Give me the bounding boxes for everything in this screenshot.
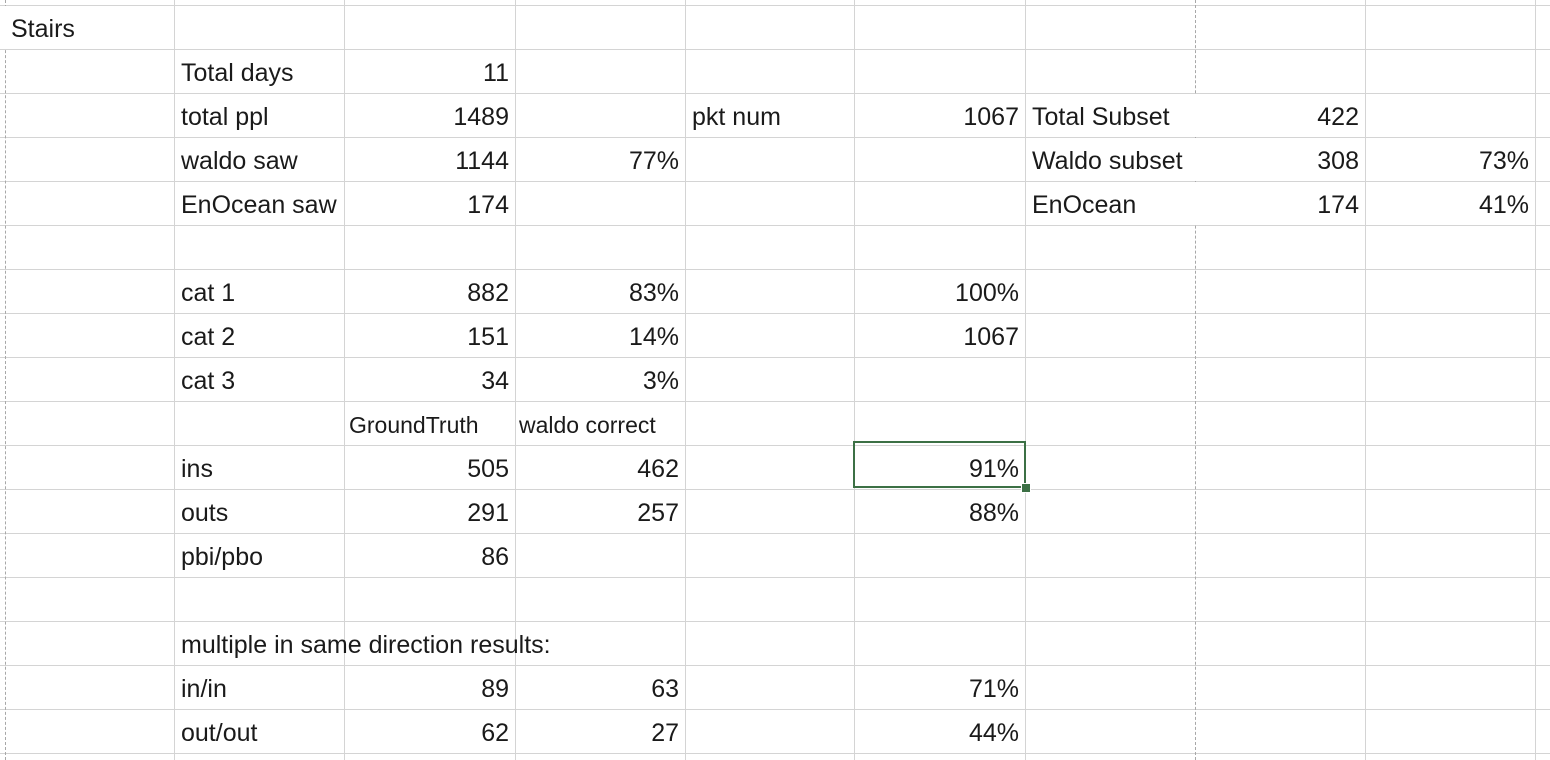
enocean-saw-label[interactable]: EnOcean saw: [175, 182, 344, 225]
total-subset-label[interactable]: Total Subset: [1026, 94, 1194, 137]
accuracy-correct[interactable]: 462: [516, 446, 685, 489]
row-gridline: [0, 533, 1550, 534]
sheet-title-cell[interactable]: Stairs: [5, 6, 173, 49]
cat-count[interactable]: 882: [345, 270, 515, 313]
column-gridline: [1025, 0, 1026, 760]
multiple-row-label[interactable]: out/out: [175, 710, 344, 753]
enocean-subset-label[interactable]: EnOcean: [1026, 182, 1194, 225]
cat-label[interactable]: cat 3: [175, 358, 344, 401]
row-gridline: [0, 709, 1550, 710]
total-subset-value[interactable]: 422: [1195, 94, 1365, 137]
row-gridline: [0, 665, 1550, 666]
multiple-pct[interactable]: 44%: [855, 710, 1025, 753]
row-gridline: [0, 621, 1550, 622]
multiple-direction-heading[interactable]: multiple in same direction results:: [181, 631, 551, 659]
column-gridline: [515, 0, 516, 760]
row-gridline: [0, 137, 1550, 138]
waldo-subset-pct[interactable]: 73%: [1366, 138, 1535, 181]
enocean-subset-pct[interactable]: 41%: [1366, 182, 1535, 225]
column-gridline: [854, 0, 855, 760]
row-gridline: [0, 269, 1550, 270]
row-gridline: [0, 357, 1550, 358]
accuracy-pct[interactable]: 88%: [855, 490, 1025, 533]
cat-extra[interactable]: 1067: [855, 314, 1025, 357]
cat-pct[interactable]: 14%: [516, 314, 685, 357]
row-gridline: [0, 401, 1550, 402]
accuracy-pct-selected[interactable]: 91%: [855, 446, 1025, 489]
row-gridline: [0, 313, 1550, 314]
total-days-value[interactable]: 11: [345, 50, 515, 93]
enocean-subset-value[interactable]: 174: [1195, 182, 1365, 225]
column-gridline: [1535, 0, 1536, 760]
fill-handle[interactable]: [1021, 483, 1031, 493]
waldo-subset-label[interactable]: Waldo subset: [1026, 138, 1194, 181]
cat-pct[interactable]: 83%: [516, 270, 685, 313]
row-gridline: [0, 753, 1550, 754]
cat-count[interactable]: 34: [345, 358, 515, 401]
multiple-correct[interactable]: 27: [516, 710, 685, 753]
column-gridline: [5, 0, 6, 760]
multiple-ground-truth[interactable]: 62: [345, 710, 515, 753]
row-gridline: [0, 181, 1550, 182]
accuracy-row-label[interactable]: ins: [175, 446, 344, 489]
waldo-saw-label[interactable]: waldo saw: [175, 138, 344, 181]
column-gridline: [1195, 0, 1196, 760]
waldo-saw-value[interactable]: 1144: [345, 138, 515, 181]
accuracy-row-label[interactable]: outs: [175, 490, 344, 533]
row-gridline: [0, 49, 1550, 50]
ground-truth-header[interactable]: GroundTruth: [345, 402, 515, 445]
accuracy-correct[interactable]: 257: [516, 490, 685, 533]
waldo-subset-value[interactable]: 308: [1195, 138, 1365, 181]
row-gridline: [0, 489, 1550, 490]
row-gridline: [0, 577, 1550, 578]
column-gridline: [1365, 0, 1366, 760]
row-gridline: [0, 93, 1550, 94]
row-gridline: [0, 5, 1550, 6]
cat-extra[interactable]: 100%: [855, 270, 1025, 313]
cat-pct[interactable]: 3%: [516, 358, 685, 401]
accuracy-ground-truth[interactable]: 291: [345, 490, 515, 533]
multiple-row-label[interactable]: in/in: [175, 666, 344, 709]
cat-label[interactable]: cat 2: [175, 314, 344, 357]
column-gridline: [174, 0, 175, 760]
pkt-num-label[interactable]: pkt num: [686, 94, 854, 137]
row-gridline: [0, 445, 1550, 446]
multiple-pct[interactable]: 71%: [855, 666, 1025, 709]
total-ppl-value[interactable]: 1489: [345, 94, 515, 137]
waldo-correct-header[interactable]: waldo correct: [519, 412, 656, 438]
waldo-saw-pct[interactable]: 77%: [516, 138, 685, 181]
cat-label[interactable]: cat 1: [175, 270, 344, 313]
row-gridline: [0, 225, 1550, 226]
selected-cell-border: [853, 441, 1026, 488]
column-gridline: [685, 0, 686, 760]
accuracy-ground-truth[interactable]: 86: [345, 534, 515, 577]
multiple-ground-truth[interactable]: 89: [345, 666, 515, 709]
accuracy-row-label[interactable]: pbi/pbo: [175, 534, 344, 577]
accuracy-ground-truth[interactable]: 505: [345, 446, 515, 489]
enocean-saw-value[interactable]: 174: [345, 182, 515, 225]
column-gridline: [344, 0, 345, 760]
total-ppl-label[interactable]: total ppl: [175, 94, 344, 137]
pkt-num-value[interactable]: 1067: [855, 94, 1025, 137]
multiple-correct[interactable]: 63: [516, 666, 685, 709]
cat-count[interactable]: 151: [345, 314, 515, 357]
total-days-label[interactable]: Total days: [175, 50, 344, 93]
